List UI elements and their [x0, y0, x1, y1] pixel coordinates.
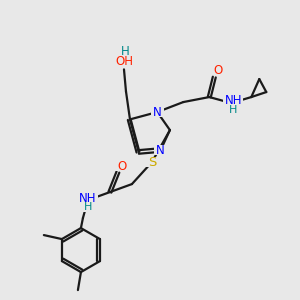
- FancyBboxPatch shape: [151, 107, 164, 117]
- Text: H: H: [84, 202, 92, 212]
- FancyBboxPatch shape: [83, 202, 92, 211]
- Text: H: H: [229, 105, 238, 115]
- Text: N: N: [153, 106, 162, 118]
- FancyBboxPatch shape: [223, 94, 243, 106]
- Text: O: O: [214, 64, 223, 76]
- FancyBboxPatch shape: [116, 56, 132, 66]
- Text: N: N: [156, 143, 165, 157]
- Text: NH: NH: [224, 94, 242, 106]
- FancyBboxPatch shape: [146, 157, 158, 167]
- Text: OH: OH: [115, 55, 133, 68]
- FancyBboxPatch shape: [154, 145, 167, 155]
- Text: NH: NH: [79, 192, 97, 205]
- FancyBboxPatch shape: [116, 161, 128, 171]
- Text: H: H: [121, 45, 129, 58]
- FancyBboxPatch shape: [121, 47, 130, 56]
- Text: S: S: [148, 156, 156, 169]
- Text: O: O: [117, 160, 127, 172]
- FancyBboxPatch shape: [212, 65, 224, 75]
- FancyBboxPatch shape: [229, 106, 238, 115]
- FancyBboxPatch shape: [78, 193, 98, 204]
